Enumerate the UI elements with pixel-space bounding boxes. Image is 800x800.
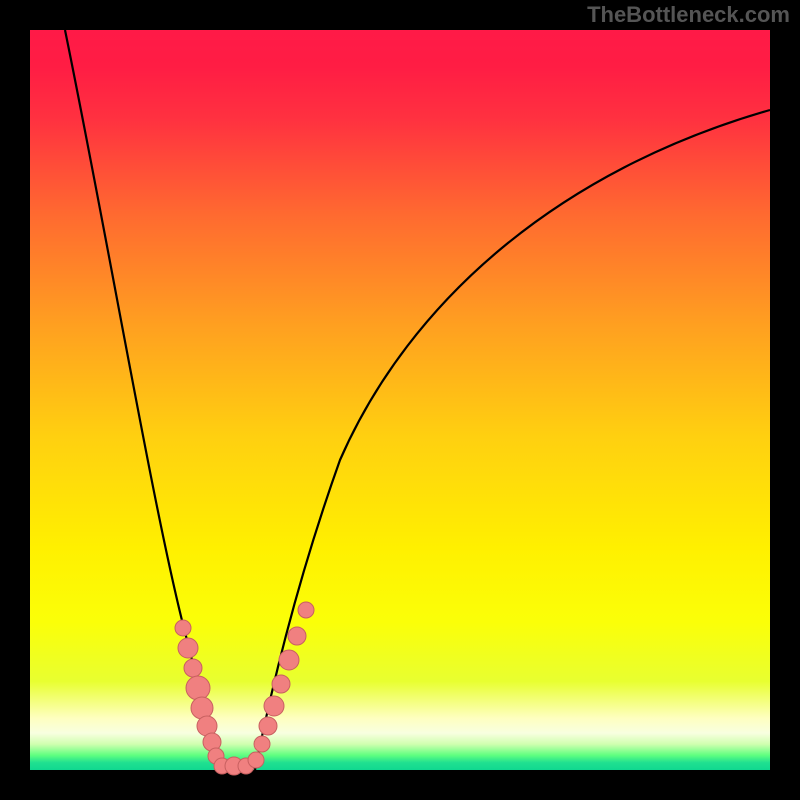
curve-layer <box>0 0 800 800</box>
data-marker <box>186 676 210 700</box>
data-marker <box>288 627 306 645</box>
curve-path <box>255 110 770 770</box>
data-marker <box>272 675 290 693</box>
data-marker <box>191 697 213 719</box>
chart-container: TheBottleneck.com <box>0 0 800 800</box>
data-marker <box>175 620 191 636</box>
data-marker <box>259 717 277 735</box>
data-marker <box>178 638 198 658</box>
data-marker <box>254 736 270 752</box>
data-marker <box>184 659 202 677</box>
data-marker <box>279 650 299 670</box>
data-marker <box>298 602 314 618</box>
data-marker <box>264 696 284 716</box>
data-marker <box>248 752 264 768</box>
watermark-text: TheBottleneck.com <box>587 2 790 28</box>
curve-path <box>65 30 222 770</box>
